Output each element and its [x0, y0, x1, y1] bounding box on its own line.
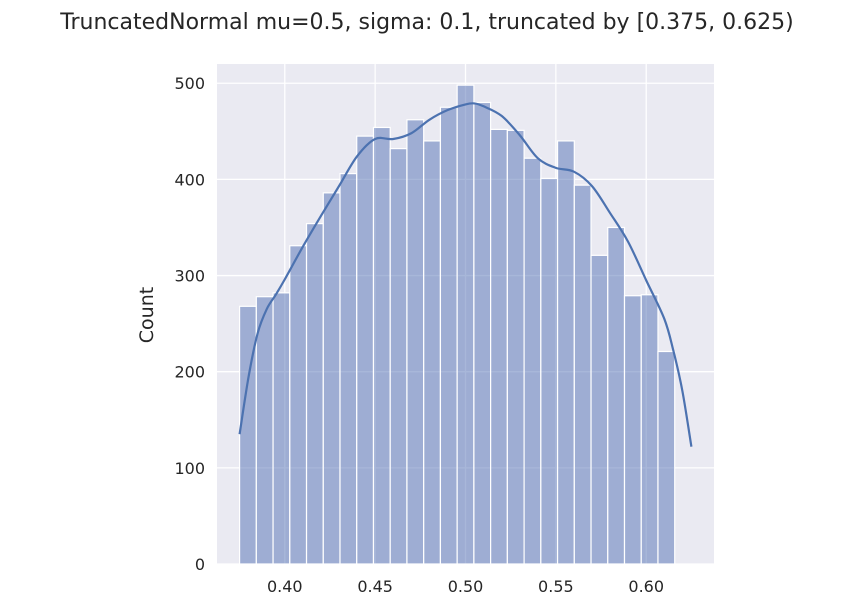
- y-tick-label: 200: [174, 363, 205, 382]
- y-tick-label: 100: [174, 459, 205, 478]
- histogram-bar: [406, 119, 425, 565]
- histogram-bar: [456, 84, 475, 565]
- histogram-bar: [439, 106, 458, 565]
- x-tick-label: 0.55: [538, 577, 574, 596]
- kde-curve: [238, 102, 693, 447]
- histogram-bar: [506, 129, 525, 565]
- histogram-bar: [322, 192, 341, 565]
- x-tick-label: 0.50: [448, 577, 484, 596]
- histogram-bar: [573, 184, 592, 565]
- y-tick-label: 0: [195, 555, 205, 574]
- histogram-bar: [623, 295, 642, 565]
- histogram-bar: [255, 296, 274, 565]
- histogram-bar: [607, 226, 626, 565]
- histogram-bar: [389, 148, 408, 565]
- histogram-bar: [523, 157, 542, 565]
- histogram-bar: [356, 135, 375, 565]
- histogram-bar: [272, 292, 291, 565]
- histogram-bar: [490, 128, 508, 565]
- histogram-bar: [540, 177, 559, 565]
- y-axis-label: Count: [136, 287, 158, 343]
- histogram-bar: [372, 126, 391, 565]
- histogram-bar: [640, 294, 659, 565]
- histogram-bar: [289, 245, 308, 565]
- histogram-bar: [556, 140, 575, 565]
- y-tick-label: 300: [174, 267, 205, 286]
- y-tick-label: 400: [174, 170, 205, 189]
- histogram-bars: [238, 84, 676, 565]
- x-tick-label: 0.45: [357, 577, 393, 596]
- histogram-bar: [473, 101, 492, 565]
- y-axis-ticks: 0 100 200 300 400 500: [174, 74, 205, 574]
- histogram-bar: [590, 254, 609, 565]
- x-tick-label: 0.60: [628, 577, 664, 596]
- x-tick-label: 0.40: [267, 577, 303, 596]
- histogram-bar: [423, 140, 442, 565]
- histogram-bar: [305, 223, 324, 565]
- histogram-bar: [339, 173, 358, 565]
- chart-title: TruncatedNormal mu=0.5, sigma: 0.1, trun…: [60, 10, 794, 35]
- histogram-bar: [657, 350, 676, 565]
- y-tick-label: 500: [174, 74, 205, 93]
- x-axis-ticks: 0.40 0.45 0.50 0.55 0.60: [267, 577, 664, 596]
